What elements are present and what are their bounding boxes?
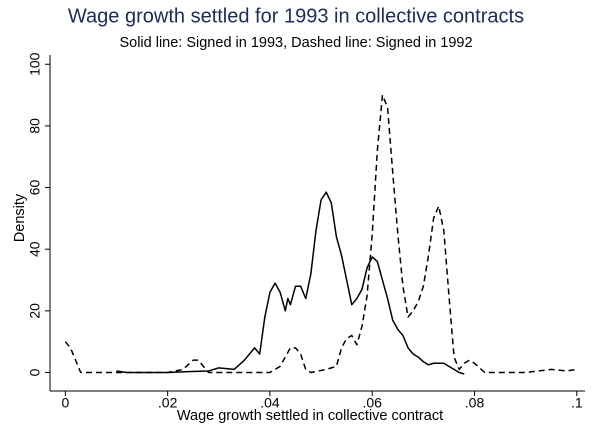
x-tick-label: .02	[158, 395, 178, 411]
density-line	[64, 94, 577, 374]
y-tick-label: 40	[27, 241, 43, 257]
y-tick-label: 60	[27, 180, 43, 196]
y-tick-label: 20	[27, 303, 43, 319]
x-tick-label: .08	[465, 395, 485, 411]
chart-title: Wage growth settled for 1993 in collecti…	[68, 5, 524, 27]
x-tick-label: 0	[61, 395, 69, 411]
y-tick-label: 0	[27, 368, 43, 376]
x-tick-label: .1	[571, 395, 583, 411]
density-line	[116, 191, 465, 375]
x-axis-title: Wage growth settled in collective contra…	[177, 408, 443, 424]
y-tick-label: 80	[27, 118, 43, 134]
x-tick-label: .06	[362, 395, 382, 411]
y-axis-title: Density	[12, 193, 28, 242]
y-tick-label: 100	[27, 52, 43, 76]
chart-subtitle: Solid line: Signed in 1993, Dashed line:…	[119, 35, 472, 51]
x-tick-label: .04	[260, 395, 280, 411]
